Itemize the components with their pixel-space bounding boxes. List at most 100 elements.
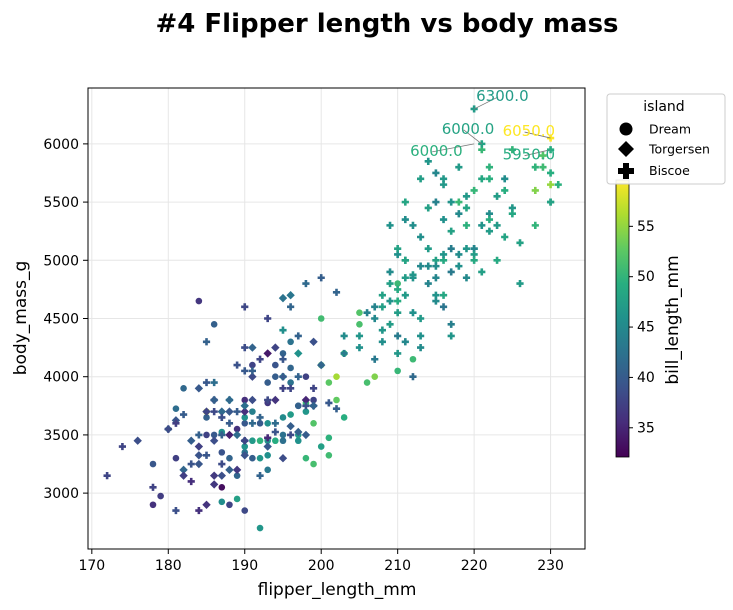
point-torgersen (309, 337, 318, 346)
point-biscoe (195, 506, 203, 515)
y-axis-label: body_mass_g (11, 261, 31, 376)
x-axis-ticks: 170 180 190 200 210 220 230 (78, 549, 564, 574)
point-biscoe (417, 314, 425, 323)
point-dream (241, 396, 249, 404)
point-biscoe (432, 262, 440, 270)
point-torgersen (217, 471, 227, 480)
point-biscoe (378, 326, 386, 334)
point-biscoe (485, 175, 494, 183)
point-biscoe (363, 309, 371, 317)
point-biscoe (470, 186, 478, 195)
point-biscoe (447, 268, 455, 276)
point-torgersen (301, 395, 311, 405)
point-biscoe (493, 221, 501, 229)
point-dream (256, 454, 264, 462)
point-dream (249, 361, 256, 369)
point-biscoe (439, 215, 448, 224)
point-dream (256, 524, 264, 532)
point-biscoe (531, 163, 539, 171)
point-dream (287, 338, 294, 346)
point-biscoe (432, 291, 440, 299)
point-torgersen (209, 436, 219, 445)
point-dream (279, 414, 287, 421)
y-tick-label: 4000 (43, 370, 79, 386)
point-biscoe (279, 326, 287, 334)
point-biscoe (401, 274, 409, 282)
point-biscoe (394, 250, 402, 259)
point-biscoe (546, 198, 555, 206)
point-biscoe (179, 410, 188, 419)
point-biscoe (401, 198, 409, 206)
point-biscoe (195, 431, 203, 439)
point-biscoe (432, 256, 440, 264)
point-biscoe (485, 163, 494, 171)
point-dream (310, 396, 317, 404)
point-biscoe (378, 291, 386, 299)
point-dream (218, 498, 226, 506)
colorbar-tick-label: 35 (637, 420, 655, 436)
point-biscoe (210, 396, 218, 404)
point-biscoe (172, 506, 180, 515)
x-tick-label: 190 (231, 558, 258, 574)
point-biscoe (241, 344, 249, 352)
annotation-leader (524, 149, 551, 157)
point-dream (157, 492, 164, 500)
point-biscoe (462, 274, 471, 282)
point-biscoe (294, 332, 302, 340)
point-biscoe (432, 169, 440, 177)
point-biscoe (546, 134, 555, 142)
point-biscoe (462, 221, 471, 229)
point-biscoe (447, 245, 455, 253)
colorbar (615, 179, 630, 458)
point-biscoe (501, 175, 509, 183)
point-torgersen (225, 430, 234, 440)
point-biscoe (478, 146, 486, 154)
point-dream (241, 414, 249, 421)
point-dream (363, 379, 371, 386)
point-biscoe (279, 373, 287, 381)
point-biscoe (424, 245, 432, 253)
point-biscoe (394, 245, 402, 253)
point-torgersen (179, 465, 188, 475)
point-biscoe (172, 419, 180, 427)
point-biscoe (386, 279, 394, 288)
legend: island Dream Torgersen Biscoe (606, 93, 726, 185)
point-dream (394, 367, 401, 375)
point-dream (210, 321, 218, 328)
point-dream (218, 449, 226, 456)
point-biscoe (386, 221, 394, 229)
point-biscoe (340, 332, 348, 340)
point-dream (287, 379, 294, 386)
point-biscoe (478, 140, 486, 148)
x-tick-label: 170 (78, 558, 105, 574)
annotation-label: 6000.0 (410, 142, 463, 160)
point-dream (203, 431, 210, 439)
point-biscoe (264, 396, 272, 404)
point-biscoe (218, 460, 226, 468)
point-dream (279, 437, 287, 445)
point-biscoe (202, 338, 211, 346)
point-biscoe (386, 297, 394, 305)
point-dream (233, 472, 241, 479)
point-biscoe (202, 451, 211, 459)
point-biscoe (424, 279, 432, 288)
data-points (103, 105, 562, 532)
point-torgersen (271, 395, 280, 405)
point-dream (172, 454, 180, 462)
point-biscoe (248, 419, 256, 427)
point-biscoe (424, 262, 432, 270)
point-torgersen (263, 349, 272, 358)
annotation-leader (463, 129, 483, 145)
point-torgersen (209, 471, 219, 480)
point-torgersen (194, 459, 204, 469)
point-dream (249, 437, 256, 445)
legend-label-dream: Dream (649, 122, 691, 137)
point-dream (249, 408, 256, 415)
point-biscoe (394, 332, 402, 340)
point-dream (272, 373, 279, 381)
point-dream (180, 385, 187, 392)
point-biscoe (508, 204, 516, 212)
point-torgersen (278, 293, 288, 303)
point-biscoe (225, 396, 234, 404)
